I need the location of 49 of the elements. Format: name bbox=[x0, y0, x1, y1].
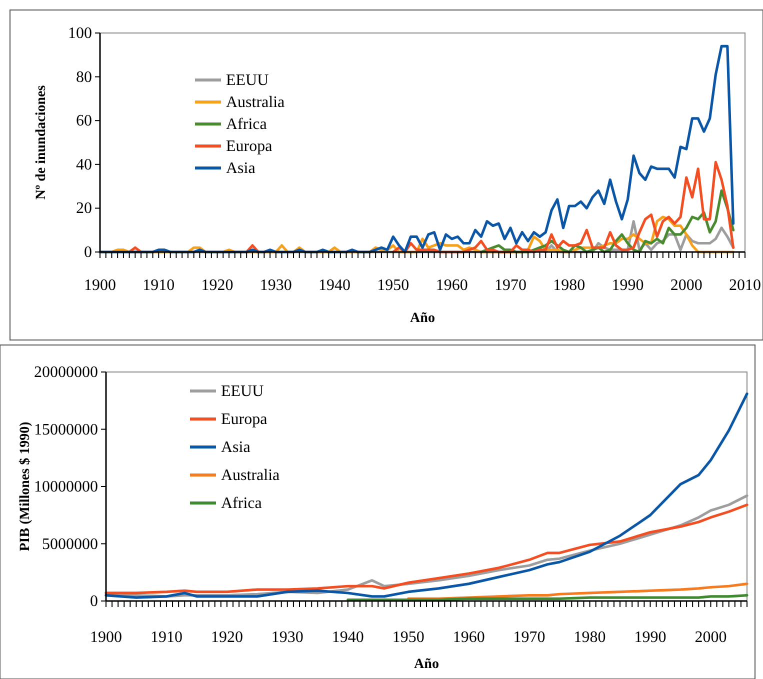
x-tick-label: 2000 bbox=[694, 629, 727, 646]
legend-label: Africa bbox=[221, 495, 262, 512]
legend-label: Australia bbox=[221, 467, 280, 484]
x-tick-label: 1940 bbox=[318, 277, 351, 294]
legend-label: EEUU bbox=[226, 72, 270, 89]
x-tick-label: 1960 bbox=[452, 629, 485, 646]
x-tick-label: 1950 bbox=[377, 277, 410, 294]
y-tick-label: 80 bbox=[76, 68, 92, 86]
y-tick-label: 15000000 bbox=[34, 421, 98, 438]
x-tick-label: 1900 bbox=[90, 629, 122, 646]
y-tick-label: 0 bbox=[90, 593, 98, 610]
legend-label: Australia bbox=[226, 94, 285, 111]
x-tick-label: 1960 bbox=[436, 277, 468, 294]
y-tick-label: 100 bbox=[68, 25, 92, 42]
y-tick-label: 0 bbox=[84, 244, 92, 261]
legend-label: Africa bbox=[226, 116, 267, 133]
y-tick-label: 10000000 bbox=[34, 478, 98, 496]
legend-label: Europa bbox=[226, 138, 272, 155]
x-tick-label: 1970 bbox=[513, 629, 546, 646]
x-axis-title: Año bbox=[410, 311, 435, 326]
x-tick-label: 1920 bbox=[201, 277, 234, 294]
y-tick-label: 60 bbox=[76, 112, 92, 130]
legend-label: Europa bbox=[221, 411, 268, 428]
x-tick-label: 1970 bbox=[494, 277, 526, 294]
x-tick-label: 1980 bbox=[553, 277, 586, 294]
x-tick-label: 1930 bbox=[271, 629, 304, 646]
x-tick-label: 1930 bbox=[260, 277, 292, 294]
x-tick-label: 2010 bbox=[729, 277, 761, 294]
x-tick-label: 1910 bbox=[150, 629, 182, 646]
x-tick-label: 1940 bbox=[332, 629, 364, 646]
y-tick-label: 40 bbox=[76, 156, 92, 174]
x-tick-label: 1990 bbox=[612, 277, 644, 294]
x-tick-label: 1980 bbox=[574, 629, 606, 646]
x-tick-label: 1910 bbox=[142, 277, 175, 294]
y-axis-title: Nº de inundaciones bbox=[34, 84, 49, 200]
x-tick-label: 2000 bbox=[670, 277, 702, 294]
y-tick-label: 20 bbox=[76, 200, 92, 218]
y-axis-title: PIB (Millones $ 1990) bbox=[18, 421, 33, 552]
legend-label: Asia bbox=[221, 439, 250, 456]
x-tick-label: 1920 bbox=[210, 629, 243, 646]
legend-label: Asia bbox=[226, 160, 256, 177]
line-series bbox=[98, 44, 735, 254]
y-tick-label: 5000000 bbox=[42, 536, 98, 553]
x-axis-title: Año bbox=[414, 657, 439, 672]
x-tick-label: 1950 bbox=[392, 629, 424, 646]
x-tick-label: 1900 bbox=[84, 277, 116, 294]
x-tick-label: 1990 bbox=[634, 629, 666, 646]
y-tick-label: 20000000 bbox=[34, 364, 98, 381]
legend-label: EEUU bbox=[221, 383, 264, 400]
